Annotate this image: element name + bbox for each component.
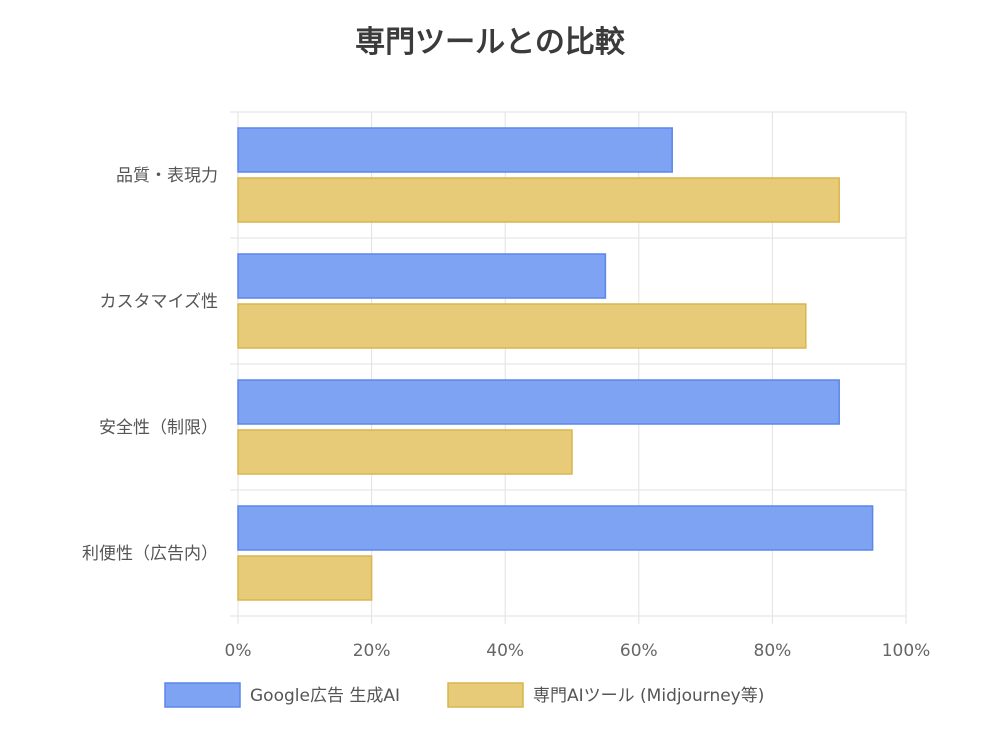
chart-title: 専門ツールとの比較: [355, 25, 626, 60]
bars-layer: [237, 127, 874, 601]
legend-label-1: 専門AIツール (Midjourney等): [533, 686, 764, 706]
bar-3-0: [237, 505, 874, 551]
bar-1-0: [237, 253, 607, 299]
x-tick-label: 0%: [225, 641, 252, 661]
x-tick-label: 60%: [620, 641, 658, 661]
bar-1-1: [237, 303, 807, 349]
legend-swatch-0: [164, 682, 241, 708]
category-label: 利便性（広告内）: [82, 544, 218, 564]
legend: Google広告 生成AI 専門AIツール (Midjourney等): [164, 682, 764, 708]
x-tick-label: 80%: [754, 641, 792, 661]
bar-0-0: [237, 127, 673, 173]
bar-3-1: [237, 555, 373, 601]
x-tick-labels: 0% 20% 40% 60% 80% 100%: [225, 641, 931, 661]
x-tick-label: 20%: [353, 641, 391, 661]
category-label: 品質・表現力: [116, 166, 218, 186]
category-label: 安全性（制限）: [99, 418, 218, 438]
bar-2-1: [237, 429, 573, 475]
x-tick-label: 100%: [882, 641, 931, 661]
category-label: カスタマイズ性: [100, 292, 219, 312]
legend-swatch-1: [447, 682, 524, 708]
x-tick-label: 40%: [486, 641, 524, 661]
bar-2-0: [237, 379, 840, 425]
legend-label-0: Google広告 生成AI: [250, 686, 400, 706]
bar-0-1: [237, 177, 840, 223]
